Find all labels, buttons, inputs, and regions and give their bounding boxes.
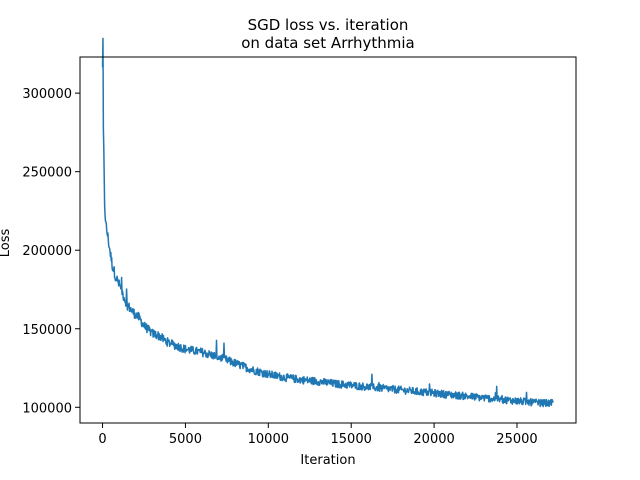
- x-tick-label: 20000: [413, 432, 454, 447]
- y-axis-ticks: 100000 150000 200000 250000 300000: [22, 87, 80, 416]
- x-tick-label: 5000: [169, 432, 202, 447]
- x-tick-label: 0: [98, 432, 106, 447]
- x-axis-label: Iteration: [300, 453, 355, 468]
- y-tick-label: 100000: [22, 401, 72, 416]
- y-tick-label: 250000: [22, 166, 72, 181]
- y-tick-label: 150000: [22, 323, 72, 338]
- x-tick-label: 10000: [248, 432, 289, 447]
- y-tick-label: 200000: [22, 244, 72, 259]
- axes-frame: [79, 56, 577, 424]
- x-tick-label: 15000: [331, 432, 372, 447]
- x-axis-ticks: 0 5000 10000 15000 20000 25000: [98, 423, 538, 447]
- loss-series-line: [101, 37, 555, 408]
- title-line-2: on data set Arrhythmia: [241, 34, 415, 52]
- x-tick-label: 25000: [496, 432, 537, 447]
- y-tick-label: 300000: [22, 87, 72, 102]
- y-axis-label: Loss: [0, 229, 13, 258]
- plot-area: [79, 37, 577, 424]
- title-line-1: SGD loss vs. iteration: [248, 16, 409, 34]
